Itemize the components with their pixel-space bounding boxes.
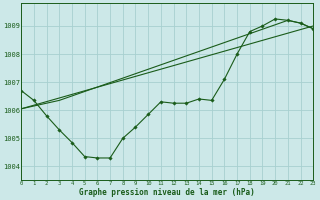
X-axis label: Graphe pression niveau de la mer (hPa): Graphe pression niveau de la mer (hPa)	[79, 188, 255, 197]
